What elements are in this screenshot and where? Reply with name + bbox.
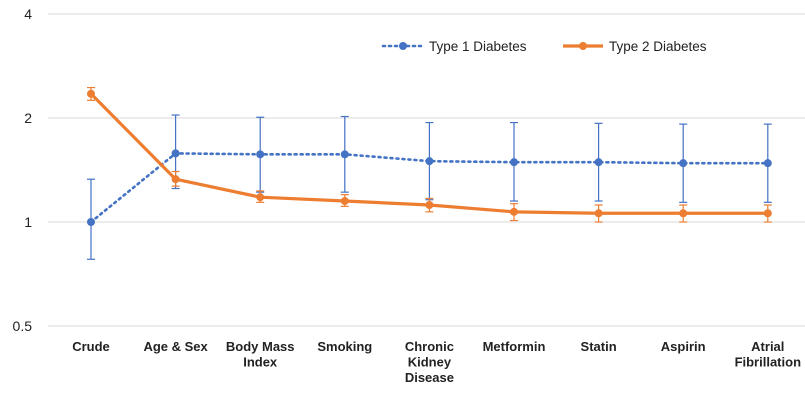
x-tick-label-line: Crude — [72, 339, 110, 354]
data-points — [87, 89, 772, 218]
data-point — [594, 209, 603, 218]
x-tick-label: Metformin — [483, 339, 546, 354]
data-point — [340, 197, 349, 206]
data-point — [763, 159, 772, 168]
y-tick-label: 2 — [24, 110, 32, 126]
data-point — [679, 159, 688, 168]
x-tick-label-line: Atrial — [751, 339, 784, 354]
x-tick-label-line: Age & Sex — [143, 339, 208, 354]
x-tick-label: Statin — [581, 339, 617, 354]
x-tick-label-line: Index — [243, 355, 278, 370]
y-tick-label: 1 — [24, 214, 32, 230]
error-bars — [87, 114, 772, 260]
x-tick-label-line: Chronic — [405, 339, 454, 354]
data-point — [510, 158, 518, 167]
data-point — [679, 209, 688, 218]
x-tick-label: Body Mass Index — [226, 339, 295, 370]
series-type-1-diabetes — [87, 114, 772, 260]
y-gridlines — [48, 13, 805, 327]
legend-label: Type 1 Diabetes — [429, 39, 527, 54]
x-tick-label: Atrial Fibrillation — [735, 339, 802, 370]
x-tick-label: Smoking — [317, 339, 372, 354]
y-tick-labels: 0.5 1 2 4 — [13, 6, 33, 334]
y-tick-label: 0.5 — [13, 318, 33, 334]
x-tick-label-line: Aspirin — [661, 339, 706, 354]
x-tick-label-line: Disease — [405, 370, 454, 385]
x-tick-label: Aspirin — [661, 339, 706, 354]
y-tick-label: 4 — [24, 6, 32, 22]
x-tick-label: Age & Sex — [143, 339, 208, 354]
x-tick-label-line: Kidney — [408, 355, 452, 370]
data-point — [171, 175, 180, 184]
data-point — [425, 200, 434, 209]
x-tick-label-line: Body Mass — [226, 339, 295, 354]
data-points — [87, 149, 772, 226]
x-tick-label: Chronic Kidney Disease — [405, 339, 454, 385]
data-point — [510, 207, 518, 216]
data-point — [425, 157, 434, 166]
x-tick-label-line: Smoking — [317, 339, 372, 354]
x-tick-label-line: Metformin — [483, 339, 546, 354]
data-point — [763, 209, 772, 218]
legend-label: Type 2 Diabetes — [609, 39, 707, 54]
data-point — [87, 218, 95, 226]
data-point — [87, 89, 95, 98]
x-tick-label-line: Statin — [581, 339, 617, 354]
data-point — [256, 150, 265, 159]
x-tick-label-line: Fibrillation — [735, 355, 802, 370]
legend-marker — [579, 42, 587, 50]
legend: Type 1 Diabetes Type 2 Diabetes — [381, 39, 707, 54]
data-point — [256, 193, 265, 202]
legend-marker — [399, 42, 407, 50]
series-type-2-diabetes — [87, 86, 772, 223]
data-point — [340, 150, 349, 159]
x-tick-label: Crude — [72, 339, 110, 354]
x-tick-labels: Crude Age & Sex Body Mass Index Smoking Chron… — [72, 339, 801, 385]
data-point — [594, 158, 603, 167]
data-point — [171, 149, 180, 158]
